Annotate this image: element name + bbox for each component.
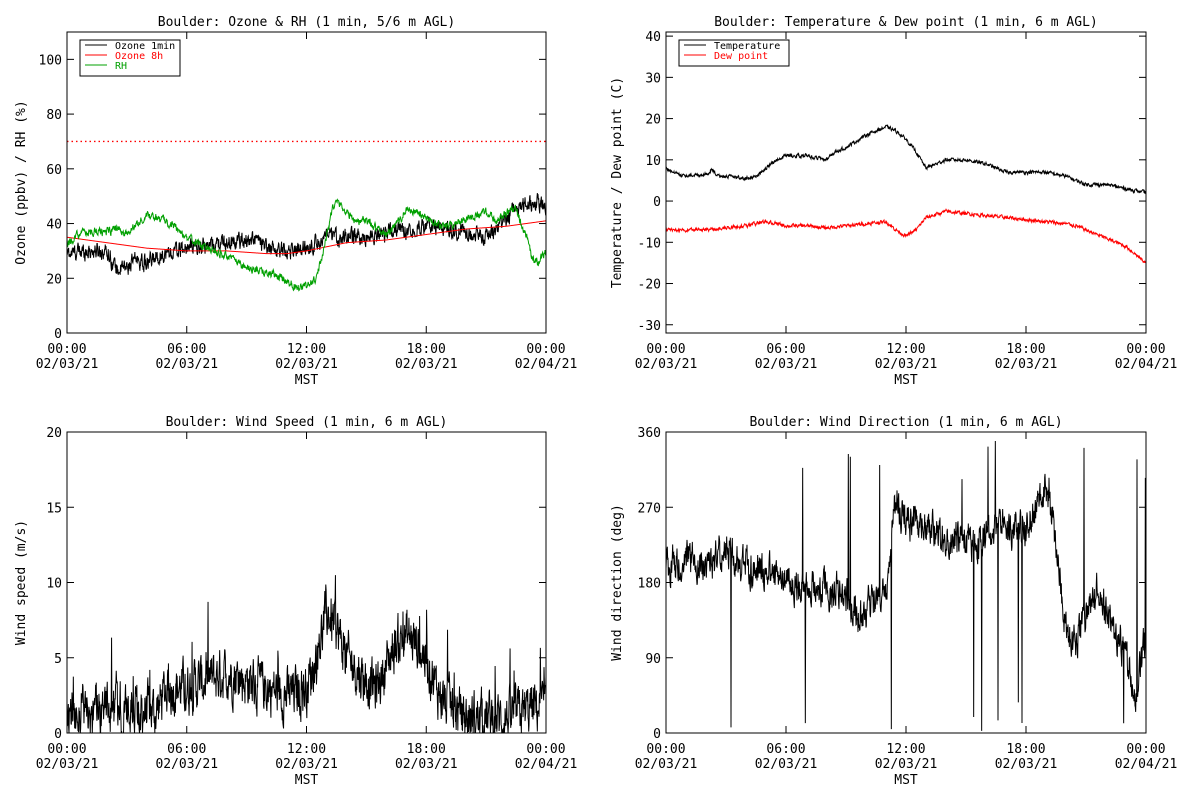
chart-panel-3: Boulder: Wind Speed (1 min, 6 m AGL) 0 5 10…: [14, 415, 577, 788]
x-tick-label-date: 02/03/21: [995, 757, 1058, 772]
x-tick-label-time: 00:00: [526, 342, 565, 357]
x-tick-label-date: 02/04/21: [1115, 357, 1178, 372]
plot-frame: [665, 31, 1147, 334]
x-tick-label-time: 00:00: [646, 742, 685, 757]
x-tick-label-time: 12:00: [287, 342, 326, 357]
x-tick-label-time: 00:00: [47, 742, 86, 757]
y-tick-label: -30: [638, 319, 661, 334]
x-tick-label-date: 02/04/21: [1115, 757, 1178, 772]
y-tick-label: 80: [46, 108, 62, 123]
x-tick-label-date: 02/03/21: [275, 757, 338, 772]
legend-label: RH: [115, 61, 127, 72]
legend-box: [678, 39, 790, 67]
y-axis-label: Wind speed (m/s): [14, 520, 29, 645]
legend-label: Dew point: [714, 51, 768, 62]
x-tick-label-time: 12:00: [886, 342, 925, 357]
x-tick-label-date: 02/03/21: [155, 757, 218, 772]
y-tick-label: 10: [46, 577, 62, 592]
y-tick-label: 30: [645, 71, 661, 86]
y-tick-label: 360: [638, 426, 661, 441]
y-axis-label: Ozone (ppbv) / RH (%): [14, 100, 29, 264]
x-tick-label-date: 02/03/21: [755, 357, 818, 372]
series-line-3: [67, 198, 546, 292]
y-tick-label: 10: [645, 154, 661, 169]
x-tick-label-date: 02/03/21: [395, 757, 458, 772]
y-tick-label: -20: [638, 278, 661, 293]
y-tick-label: 20: [46, 426, 62, 441]
x-tick-label-time: 18:00: [1006, 742, 1045, 757]
y-tick-label: 0: [653, 195, 661, 210]
x-tick-label-date: 02/03/21: [275, 357, 338, 372]
y-tick-label: 40: [46, 218, 62, 233]
y-tick-label: 20: [46, 272, 62, 287]
chart-title: Boulder: Ozone & RH (1 min, 5/6 m AGL): [158, 15, 455, 30]
x-tick-label-date: 02/03/21: [995, 357, 1058, 372]
chart-title: Boulder: Wind Direction (1 min, 6 m AGL): [749, 415, 1062, 430]
chart-panel-1: Boulder: Ozone & RH (1 min, 5/6 m AGL)02…: [14, 15, 577, 388]
x-axis-label: MST: [894, 773, 918, 788]
x-tick-label-time: 06:00: [167, 742, 206, 757]
x-tick-label-date: 02/03/21: [635, 757, 698, 772]
x-tick-label-date: 02/03/21: [755, 757, 818, 772]
x-axis-label: MST: [894, 373, 918, 388]
x-tick-label-time: 00:00: [646, 342, 685, 357]
x-tick-label-date: 02/03/21: [36, 357, 99, 372]
y-tick-label: 0: [653, 727, 661, 742]
y-axis-label: Temperature / Dew point (C): [610, 77, 625, 288]
series-line-2: [666, 208, 1146, 264]
x-tick-label-time: 06:00: [766, 742, 805, 757]
series-line-1: [67, 575, 546, 733]
series-line-1: [666, 440, 1146, 731]
legend-label: Ozone 8h: [115, 51, 163, 62]
x-axis-label: MST: [295, 373, 319, 388]
x-tick-label-time: 00:00: [526, 742, 565, 757]
plot-frame: [66, 431, 547, 734]
chart-title: Boulder: Temperature & Dew point (1 min,…: [714, 15, 1098, 30]
series-line-1: [666, 123, 1146, 195]
y-tick-label: 90: [645, 652, 661, 667]
chart-panel-4: Boulder: Wind Direction (1 min, 6 m AGL)…: [610, 415, 1177, 788]
legend-box: [79, 39, 181, 77]
x-tick-label-time: 12:00: [287, 742, 326, 757]
chart-panel-2: Boulder: Temperature & Dew point (1 min,…: [610, 15, 1177, 388]
series-line-1: [67, 193, 546, 275]
x-tick-label-time: 00:00: [47, 342, 86, 357]
x-tick-label-date: 02/03/21: [635, 357, 698, 372]
x-tick-label-date: 02/03/21: [395, 357, 458, 372]
x-tick-label-date: 02/04/21: [515, 757, 578, 772]
x-axis-label: MST: [295, 773, 319, 788]
y-tick-label: 40: [645, 30, 661, 45]
y-tick-label: 100: [39, 53, 62, 68]
y-tick-label: 20: [645, 113, 661, 128]
x-tick-label-time: 18:00: [1006, 342, 1045, 357]
x-tick-label-date: 02/03/21: [36, 757, 99, 772]
y-tick-label: 60: [46, 163, 62, 178]
y-tick-label: 15: [46, 501, 62, 516]
y-tick-label: 0: [54, 327, 62, 342]
x-tick-label-date: 02/03/21: [875, 357, 938, 372]
y-tick-label: 180: [638, 577, 661, 592]
series-line-2: [67, 220, 546, 255]
x-tick-label-time: 06:00: [167, 342, 206, 357]
y-tick-label: 270: [638, 501, 661, 516]
x-tick-label-date: 02/03/21: [875, 757, 938, 772]
x-tick-label-time: 18:00: [407, 342, 446, 357]
plot-frame: [665, 431, 1147, 734]
legend-label: Temperature: [714, 41, 780, 52]
x-tick-label-time: 12:00: [886, 742, 925, 757]
y-tick-label: -10: [638, 236, 661, 251]
y-tick-label: 5: [54, 652, 62, 667]
x-tick-label-date: 02/03/21: [155, 357, 218, 372]
x-tick-label-time: 00:00: [1126, 342, 1165, 357]
x-tick-label-date: 02/04/21: [515, 357, 578, 372]
y-axis-label: Wind direction (deg): [610, 504, 625, 661]
x-tick-label-time: 00:00: [1126, 742, 1165, 757]
x-tick-label-time: 06:00: [766, 342, 805, 357]
y-tick-label: 0: [54, 727, 62, 742]
chart-title: Boulder: Wind Speed (1 min, 6 m AGL): [166, 415, 448, 430]
x-tick-label-time: 18:00: [407, 742, 446, 757]
legend-label: Ozone 1min: [115, 41, 175, 52]
